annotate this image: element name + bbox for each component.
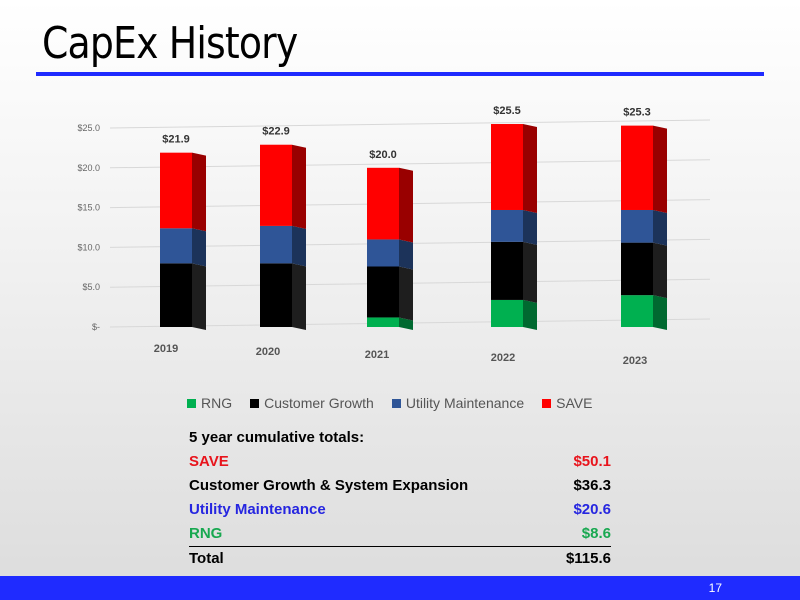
- bar-side-face: [523, 299, 537, 330]
- title-underline: [36, 72, 764, 76]
- bar-side-face: [653, 295, 667, 330]
- totals-row-label: RNG: [189, 525, 223, 542]
- totals-row: RNG $8.6: [189, 522, 611, 546]
- capex-stacked-bar-chart: $- $5.0 $10.0 $15.0 $20.0 $25.0 $21.9 2019 $22.9…: [77, 105, 711, 367]
- totals-row-value: $36.3: [573, 477, 611, 494]
- bar-segment-customer-growth: [621, 242, 653, 296]
- bar-segment-save: [260, 144, 292, 226]
- x-tick-label: 2022: [491, 352, 515, 364]
- totals-row-total: Total $115.6: [189, 546, 611, 571]
- chart-legend: RNG Customer Growth Utility Maintenance SAV…: [187, 395, 592, 411]
- bar-segment-utility-maintenance: [621, 209, 653, 243]
- bar-side-face: [523, 209, 537, 245]
- totals-row: SAVE $50.1: [189, 450, 611, 474]
- x-tick-label: 2019: [154, 343, 178, 355]
- y-tick-label: $10.0: [77, 242, 100, 252]
- legend-label: Customer Growth: [264, 395, 374, 411]
- legend-item: Customer Growth: [250, 395, 374, 411]
- bar-side-face: [653, 242, 667, 299]
- bar-segment-customer-growth: [260, 263, 292, 327]
- y-tick-label: $20.0: [77, 163, 100, 173]
- bar-segment-save: [621, 125, 653, 210]
- bar-side-face: [523, 241, 537, 303]
- legend-label: RNG: [201, 395, 233, 411]
- bar-side-face: [399, 266, 413, 321]
- bar-side-face: [523, 124, 537, 213]
- bar-segment-rng: [621, 295, 653, 327]
- gridline: [109, 159, 711, 169]
- totals-row-label: SAVE: [189, 453, 229, 470]
- bar-segment-rng: [367, 317, 399, 327]
- legend-item: SAVE: [542, 395, 592, 411]
- totals-heading: 5 year cumulative totals:: [189, 426, 611, 450]
- bar-side-face: [292, 144, 306, 229]
- totals-row: Utility Maintenance $20.6: [189, 498, 611, 522]
- gridline: [109, 119, 711, 129]
- y-tick-label: $15.0: [77, 203, 100, 213]
- bar-side-face: [399, 239, 413, 270]
- legend-item: Utility Maintenance: [391, 395, 525, 411]
- bar-side-face: [292, 263, 306, 330]
- bar-side-face: [653, 125, 667, 213]
- total-value: $115.6: [565, 550, 611, 567]
- bar-segment-save: [367, 167, 399, 240]
- bar-total-label: $22.9: [262, 126, 290, 138]
- footer-bar: 17: [0, 576, 800, 600]
- bar-segment-utility-maintenance: [260, 225, 292, 264]
- bar-segment-utility-maintenance: [367, 239, 399, 267]
- legend-label: SAVE: [556, 395, 593, 411]
- bar-segment-customer-growth: [491, 241, 523, 300]
- bar-side-face: [399, 167, 413, 243]
- page-number: 17: [708, 581, 722, 595]
- totals-row-value: $20.6: [573, 501, 611, 518]
- bar-segment-customer-growth: [160, 263, 192, 327]
- bar-total-label: $21.9: [162, 134, 190, 146]
- slide-title: CapEx History: [42, 18, 298, 69]
- totals-row: Customer Growth & System Expansion $36.3: [189, 474, 611, 498]
- bar-segment-rng: [491, 299, 523, 327]
- x-tick-label: 2021: [365, 349, 389, 361]
- cumulative-totals: 5 year cumulative totals: SAVE $50.1 Custo…: [189, 426, 611, 571]
- bar-side-face: [653, 209, 667, 246]
- y-tick-label: $25.0: [77, 123, 100, 133]
- bar-segment-save: [491, 124, 523, 210]
- legend-swatch: [187, 399, 196, 408]
- bar-side-face: [399, 317, 413, 330]
- legend-swatch: [542, 399, 552, 408]
- total-label: Total: [189, 550, 224, 567]
- bar-total-label: $25.3: [623, 107, 651, 119]
- bar-side-face: [292, 225, 306, 267]
- bar-side-face: [192, 152, 206, 232]
- x-tick-label: 2020: [256, 346, 280, 358]
- legend-label: Utility Maintenance: [405, 395, 525, 411]
- x-tick-label: 2023: [623, 355, 647, 367]
- totals-heading-text: 5 year cumulative totals:: [189, 429, 365, 446]
- legend-swatch: [250, 399, 260, 408]
- bar-total-label: $20.0: [369, 149, 397, 161]
- legend-swatch: [391, 399, 401, 408]
- totals-row-label: Utility Maintenance: [189, 501, 326, 518]
- bar-segment-utility-maintenance: [491, 209, 523, 242]
- totals-row-label: Customer Growth & System Expansion: [189, 477, 469, 494]
- totals-row-value: $8.6: [581, 525, 611, 542]
- bar-side-face: [192, 263, 206, 330]
- y-tick-label: $5.0: [82, 282, 100, 292]
- bar-segment-utility-maintenance: [160, 228, 192, 264]
- bar-total-label: $25.5: [493, 105, 521, 117]
- legend-item: RNG: [187, 395, 232, 411]
- bar-side-face: [192, 228, 206, 267]
- bar-segment-customer-growth: [367, 266, 399, 318]
- y-tick-label: $-: [92, 322, 100, 332]
- totals-row-value: $50.1: [573, 453, 611, 470]
- bar-segment-save: [160, 152, 192, 229]
